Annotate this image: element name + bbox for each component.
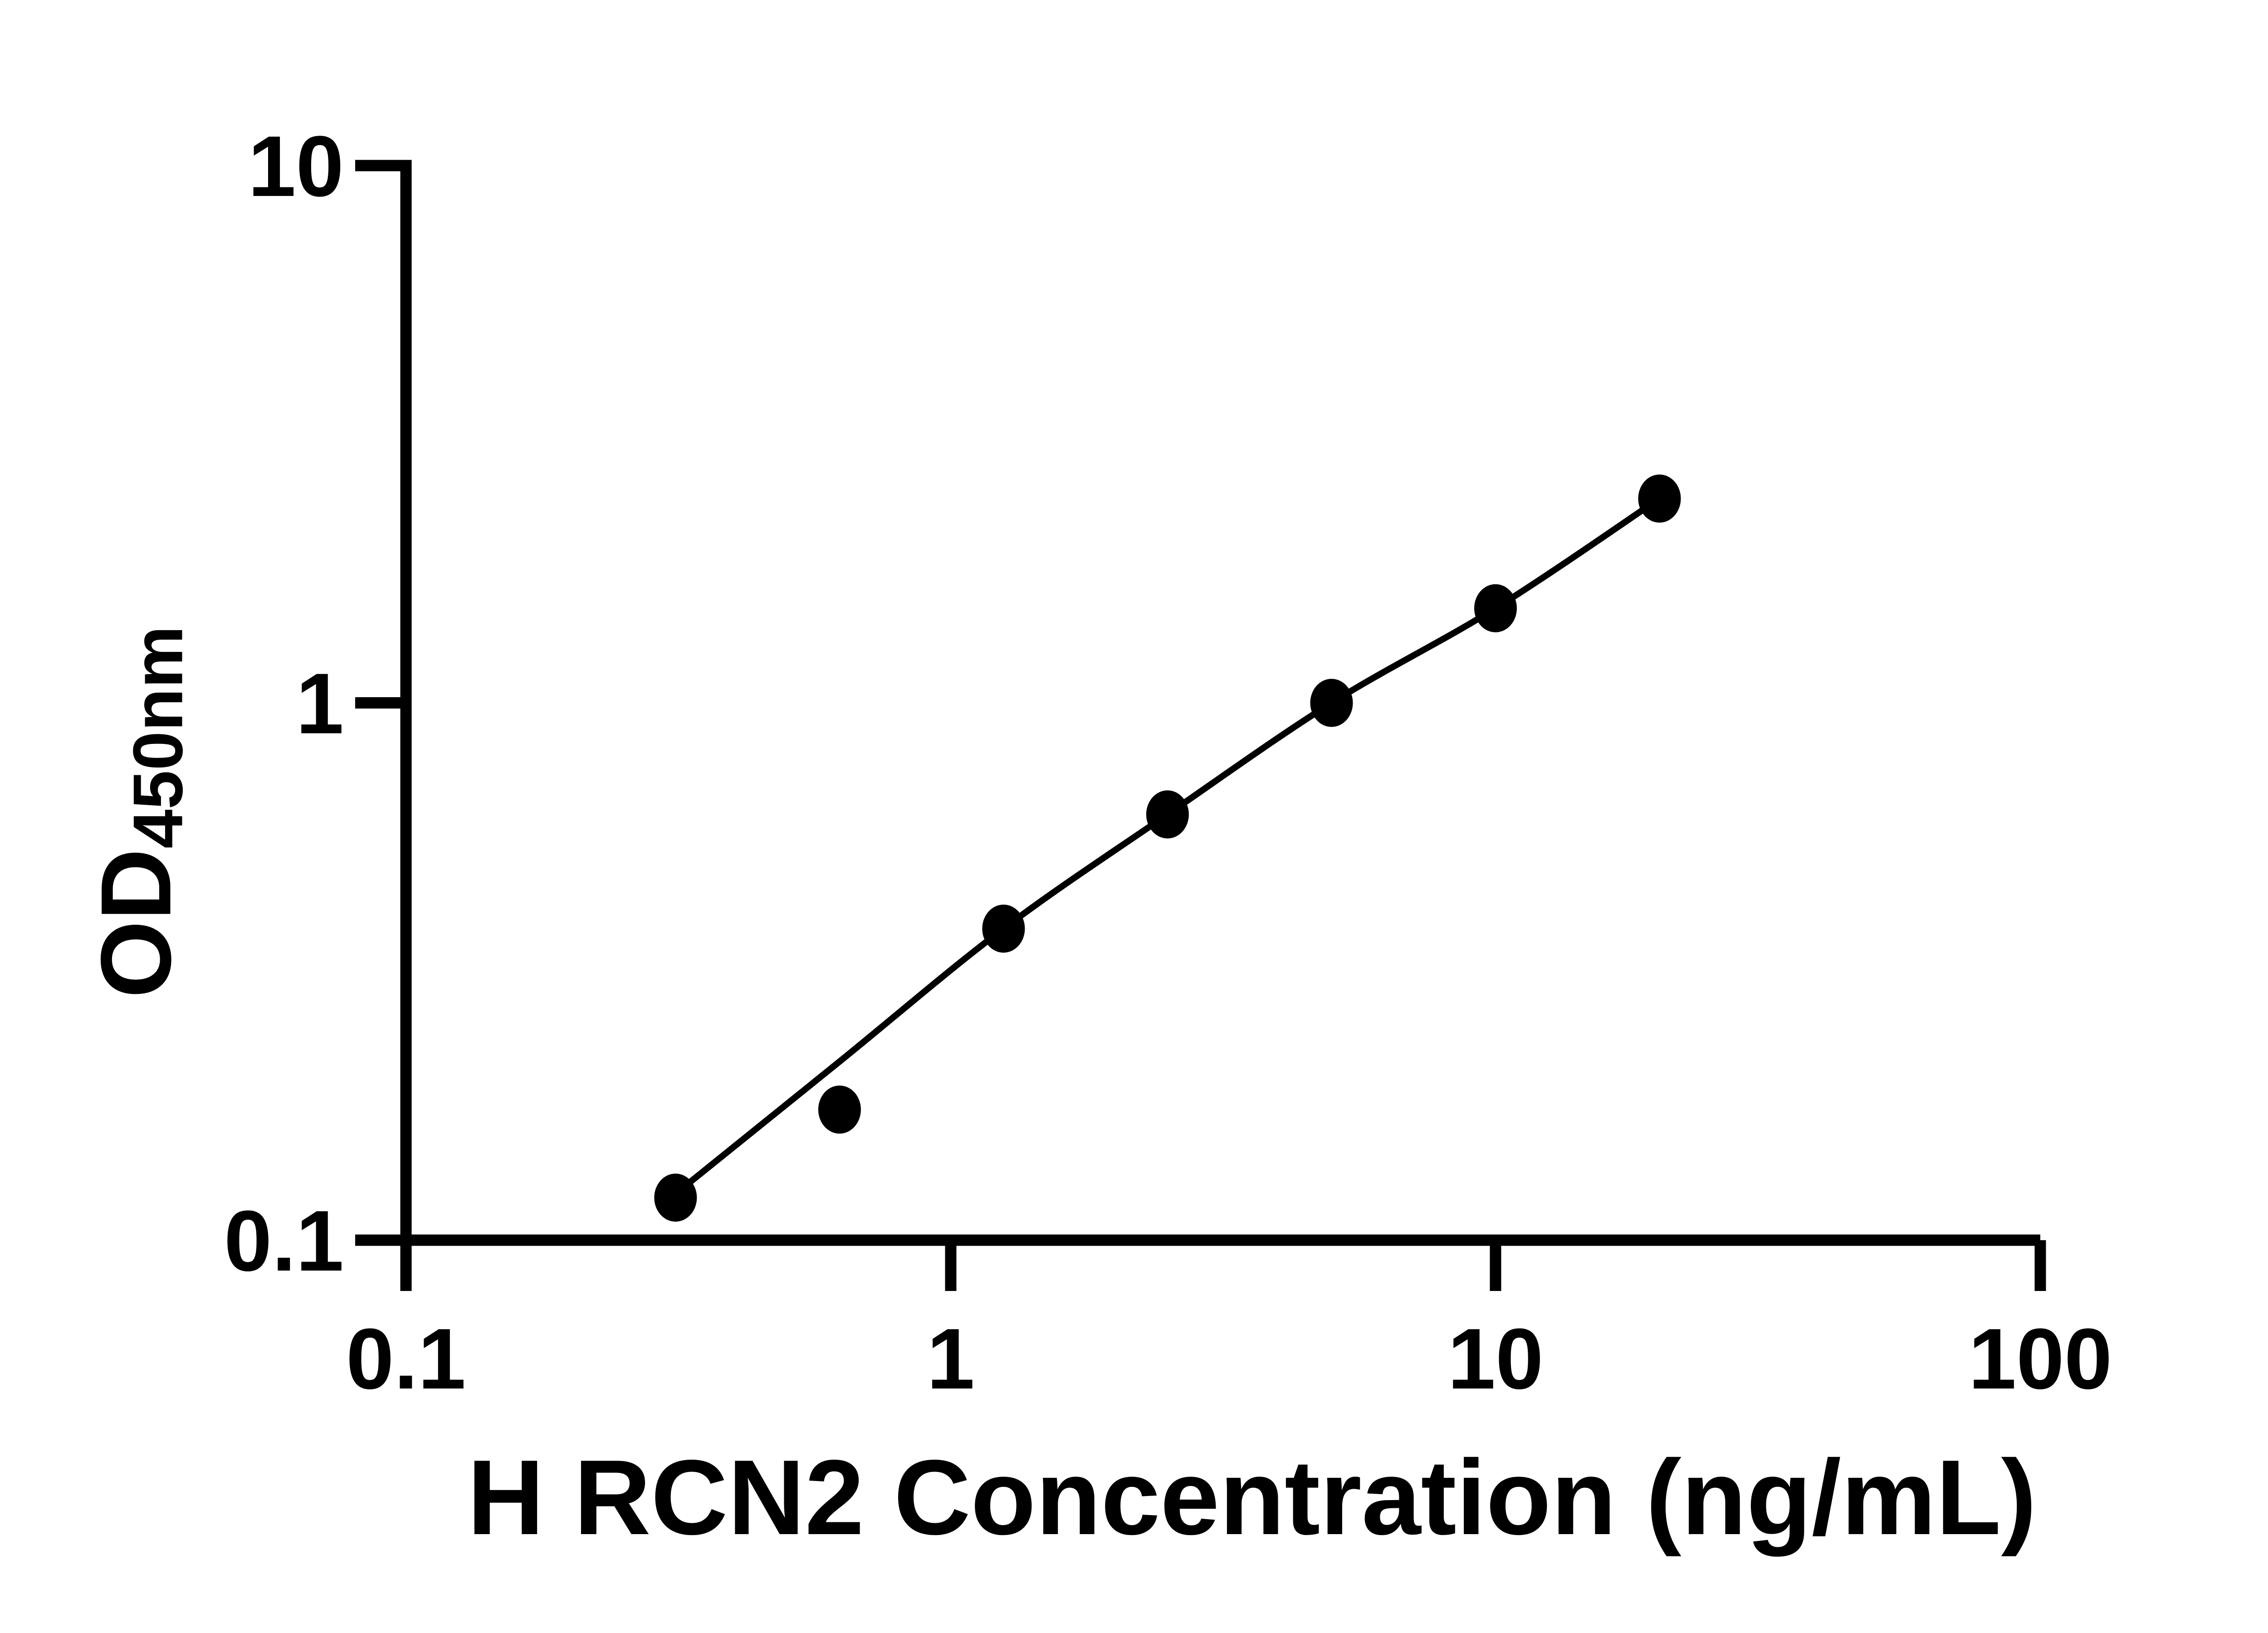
x-tick-label-1: 1: [927, 1311, 975, 1407]
data-point: [1146, 790, 1189, 839]
y-axis-title: OD450nm: [79, 626, 197, 998]
data-point: [654, 1173, 697, 1222]
data-point: [1638, 474, 1681, 523]
x-tick-label-10: 10: [1447, 1311, 1543, 1407]
y-tick-label-0.1: 0.1: [224, 1193, 344, 1289]
y-tick-label-10: 10: [248, 118, 344, 215]
y-axis-title-subscript: 450nm: [118, 626, 197, 849]
x-tick-label-100: 100: [1968, 1311, 2112, 1407]
data-point: [818, 1085, 861, 1134]
data-point: [982, 905, 1025, 953]
axes-spine: [400, 160, 2040, 1246]
x-axis-title: H RCN2 Concentration (ng/mL): [467, 1437, 2037, 1557]
data-point: [1474, 584, 1517, 632]
y-tick-label-1: 1: [296, 656, 344, 752]
data-point: [1310, 679, 1353, 727]
y-axis-title-main: OD: [80, 848, 192, 998]
x-tick-label-0.1: 0.1: [346, 1311, 466, 1407]
